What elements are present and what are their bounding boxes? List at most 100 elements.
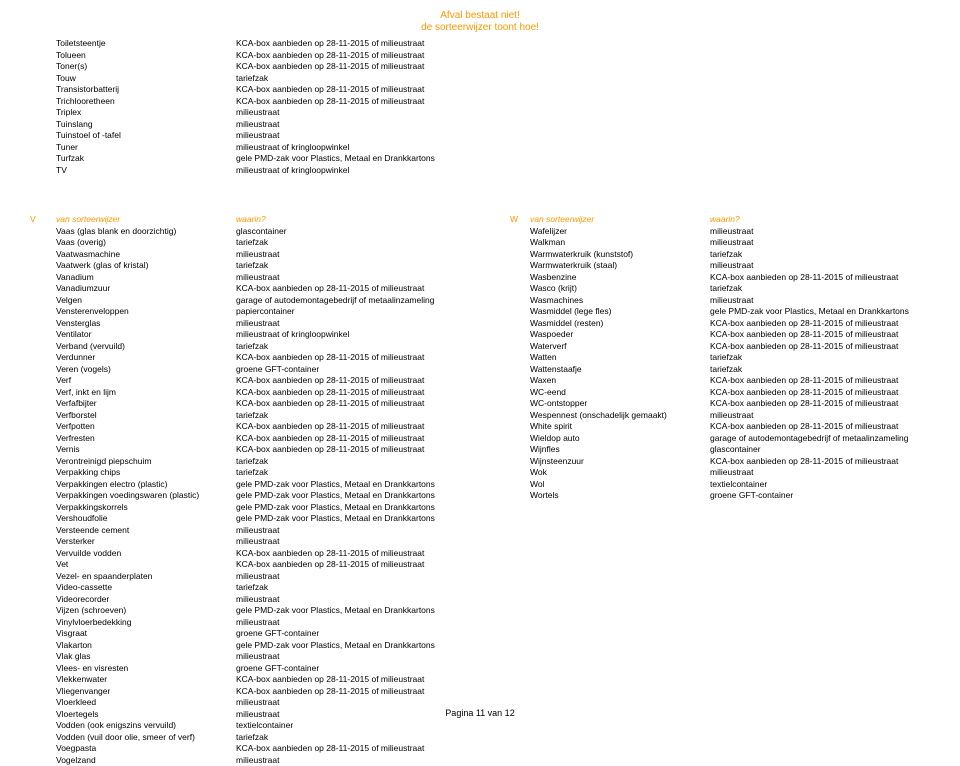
item-destination: milieustraat bbox=[236, 525, 476, 537]
item-name: Vinylvloerbedekking bbox=[56, 617, 236, 629]
item-destination: gele PMD-zak voor Plastics, Metaal en Dr… bbox=[236, 479, 476, 491]
item-destination: tariefzak bbox=[236, 582, 476, 594]
section-v: van sorteerwijzer waarin? Vaas (glas bla… bbox=[56, 214, 476, 766]
item-destination: tariefzak bbox=[236, 341, 476, 353]
table-row: Visgraatgroene GFT-container bbox=[56, 628, 476, 640]
item-destination: tariefzak bbox=[236, 410, 476, 422]
item-destination: KCA-box aanbieden op 28-11-2015 of milie… bbox=[236, 387, 476, 399]
item-destination: milieustraat bbox=[236, 119, 476, 131]
table-row: Vogelzandmilieustraat bbox=[56, 755, 476, 766]
item-name: Wasmiddel (lege fles) bbox=[530, 306, 710, 318]
table-row: Wortelsgroene GFT-container bbox=[530, 490, 950, 502]
item-destination: milieustraat bbox=[710, 295, 950, 307]
table-row: Verpakkingen voedingswaren (plastic)gele… bbox=[56, 490, 476, 502]
item-destination: milieustraat of kringloopwinkel bbox=[236, 165, 476, 177]
item-destination: milieustraat bbox=[236, 249, 476, 261]
item-name: Wasbenzine bbox=[530, 272, 710, 284]
item-name: Vaas (overig) bbox=[56, 237, 236, 249]
table-row: Wasmachinesmilieustraat bbox=[530, 295, 950, 307]
table-row: Wasco (krijt)tariefzak bbox=[530, 283, 950, 295]
item-destination: milieustraat bbox=[236, 594, 476, 606]
table-row: Wattentariefzak bbox=[530, 352, 950, 364]
item-destination: tariefzak bbox=[710, 283, 950, 295]
table-row: Touwtariefzak bbox=[56, 73, 476, 85]
item-destination: tariefzak bbox=[236, 467, 476, 479]
col-header-where: waarin? bbox=[710, 214, 950, 226]
section-t: ToiletsteentjeKCA-box aanbieden op 28-11… bbox=[56, 38, 476, 176]
item-name: Verpakkingen electro (plastic) bbox=[56, 479, 236, 491]
item-name: White spirit bbox=[530, 421, 710, 433]
item-destination: milieustraat bbox=[236, 709, 476, 721]
page-footer: Pagina 11 van 12 bbox=[445, 708, 514, 718]
item-destination: gele PMD-zak voor Plastics, Metaal en Dr… bbox=[710, 306, 950, 318]
item-name: Vernis bbox=[56, 444, 236, 456]
table-row: Wasmiddel (resten)KCA-box aanbieden op 2… bbox=[530, 318, 950, 330]
item-name: Wieldop auto bbox=[530, 433, 710, 445]
item-name: Tuinslang bbox=[56, 119, 236, 131]
table-row: ToiletsteentjeKCA-box aanbieden op 28-11… bbox=[56, 38, 476, 50]
table-row: Vodden (vuil door olie, smeer of verf)ta… bbox=[56, 732, 476, 744]
item-name: Vloertegels bbox=[56, 709, 236, 721]
item-destination: milieustraat bbox=[236, 536, 476, 548]
item-name: Vodden (vuil door olie, smeer of verf) bbox=[56, 732, 236, 744]
item-name: Vogelzand bbox=[56, 755, 236, 766]
table-row: Wokmilieustraat bbox=[530, 467, 950, 479]
table-v: van sorteerwijzer waarin? Vaas (glas bla… bbox=[56, 214, 476, 766]
item-destination: KCA-box aanbieden op 28-11-2015 of milie… bbox=[710, 456, 950, 468]
item-destination: milieustraat bbox=[236, 571, 476, 583]
table-row: Vlak glasmilieustraat bbox=[56, 651, 476, 663]
item-name: Verband (vervuild) bbox=[56, 341, 236, 353]
item-name: Wattenstaafje bbox=[530, 364, 710, 376]
col-header-item: van sorteerwijzer bbox=[56, 214, 236, 226]
col-header-item: van sorteerwijzer bbox=[530, 214, 710, 226]
item-name: Wasmachines bbox=[530, 295, 710, 307]
item-destination: gele PMD-zak voor Plastics, Metaal en Dr… bbox=[236, 605, 476, 617]
table-row: Vinylvloerbedekkingmilieustraat bbox=[56, 617, 476, 629]
item-name: Vlees- en visresten bbox=[56, 663, 236, 675]
item-name: Wijnsteenzuur bbox=[530, 456, 710, 468]
table-row: Verpakkingskorrelsgele PMD-zak voor Plas… bbox=[56, 502, 476, 514]
item-name: Wok bbox=[530, 467, 710, 479]
item-destination: KCA-box aanbieden op 28-11-2015 of milie… bbox=[710, 387, 950, 399]
item-name: Video-cassette bbox=[56, 582, 236, 594]
item-destination: KCA-box aanbieden op 28-11-2015 of milie… bbox=[236, 96, 476, 108]
table-row: VanadiumzuurKCA-box aanbieden op 28-11-2… bbox=[56, 283, 476, 295]
table-row: Vijzen (schroeven)gele PMD-zak voor Plas… bbox=[56, 605, 476, 617]
item-destination: KCA-box aanbieden op 28-11-2015 of milie… bbox=[710, 421, 950, 433]
item-destination: KCA-box aanbieden op 28-11-2015 of milie… bbox=[236, 352, 476, 364]
table-row: Vaas (overig)tariefzak bbox=[56, 237, 476, 249]
table-row: Verfborsteltariefzak bbox=[56, 410, 476, 422]
item-name: Ventilator bbox=[56, 329, 236, 341]
table-row: Wieldop autogarage of autodemontagebedri… bbox=[530, 433, 950, 445]
table-row: Wijnflesglascontainer bbox=[530, 444, 950, 456]
item-name: Visgraat bbox=[56, 628, 236, 640]
item-destination: milieustraat bbox=[710, 260, 950, 272]
item-destination: glascontainer bbox=[710, 444, 950, 456]
table-row: Wattenstaafjetariefzak bbox=[530, 364, 950, 376]
table-row: Vaas (glas blank en doorzichtig)glascont… bbox=[56, 226, 476, 238]
col-header-where: waarin? bbox=[236, 214, 476, 226]
item-name: Vezel- en spaanderplaten bbox=[56, 571, 236, 583]
table-w: van sorteerwijzer waarin? Wafelijzermili… bbox=[530, 214, 950, 502]
table-row: Tuinslangmilieustraat bbox=[56, 119, 476, 131]
item-destination: KCA-box aanbieden op 28-11-2015 of milie… bbox=[236, 743, 476, 755]
item-name: TV bbox=[56, 165, 236, 177]
item-name: Vliegenvanger bbox=[56, 686, 236, 698]
table-row: VlekkenwaterKCA-box aanbieden op 28-11-2… bbox=[56, 674, 476, 686]
item-name: Vaatwerk (glas of kristal) bbox=[56, 260, 236, 272]
item-name: Verfresten bbox=[56, 433, 236, 445]
item-name: Verpakkingskorrels bbox=[56, 502, 236, 514]
item-name: Warmwaterkruik (kunststof) bbox=[530, 249, 710, 261]
table-row: Vezel- en spaanderplatenmilieustraat bbox=[56, 571, 476, 583]
item-destination: milieustraat of kringloopwinkel bbox=[236, 142, 476, 154]
table-row: Warmwaterkruik (staal)milieustraat bbox=[530, 260, 950, 272]
item-destination: milieustraat bbox=[710, 467, 950, 479]
item-destination: gele PMD-zak voor Plastics, Metaal en Dr… bbox=[236, 640, 476, 652]
table-row: Vlees- en visrestengroene GFT-container bbox=[56, 663, 476, 675]
item-name: Trichlooretheen bbox=[56, 96, 236, 108]
table-row: Tunermilieustraat of kringloopwinkel bbox=[56, 142, 476, 154]
table-row: White spiritKCA-box aanbieden op 28-11-2… bbox=[530, 421, 950, 433]
item-destination: gele PMD-zak voor Plastics, Metaal en Dr… bbox=[236, 490, 476, 502]
item-destination: KCA-box aanbieden op 28-11-2015 of milie… bbox=[710, 375, 950, 387]
item-name: Turfzak bbox=[56, 153, 236, 165]
